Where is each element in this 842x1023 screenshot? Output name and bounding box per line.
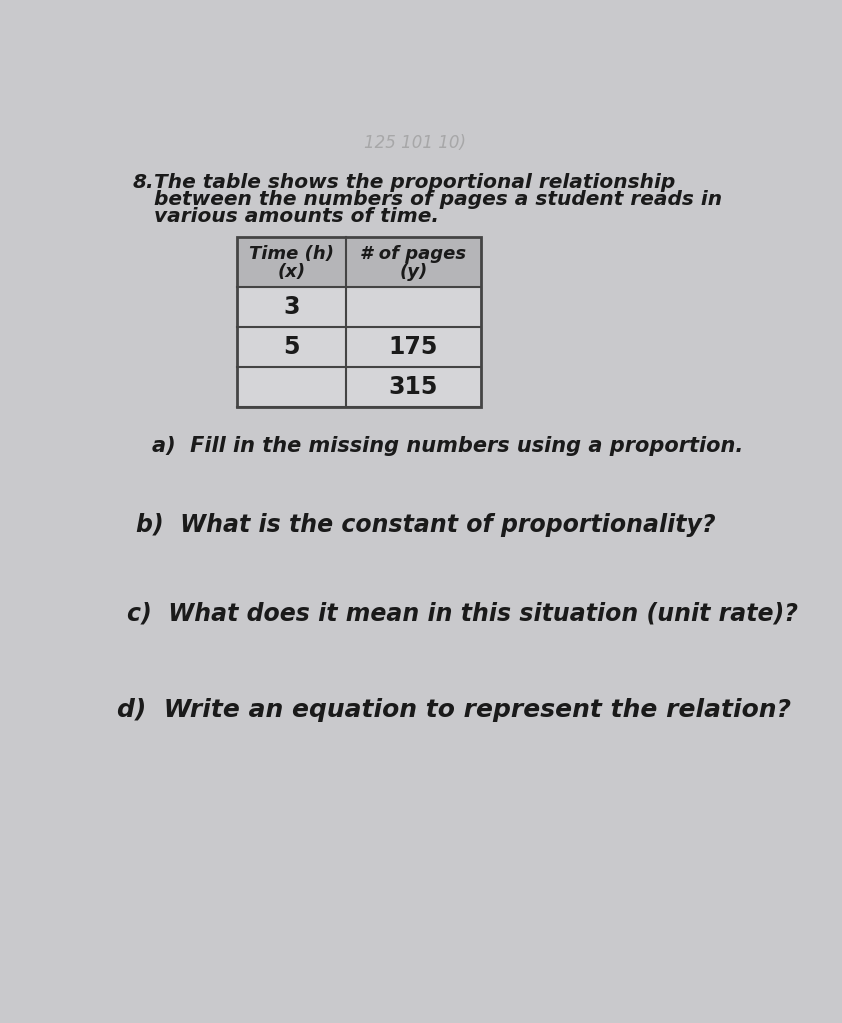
Text: 3: 3	[283, 295, 300, 319]
Text: 125 101 10): 125 101 10)	[365, 134, 466, 152]
Text: 315: 315	[389, 374, 438, 399]
Bar	[237, 236, 481, 407]
Text: (y): (y)	[399, 263, 428, 280]
Text: # of pages: # of pages	[360, 246, 466, 263]
Text: a)  Fill in the missing numbers using a proportion.: a) Fill in the missing numbers using a p…	[152, 436, 743, 456]
Bar	[237, 326, 481, 367]
Text: between the numbers of pages a student reads in: between the numbers of pages a student r…	[154, 189, 722, 209]
Text: 175: 175	[389, 335, 438, 359]
Text: b)  What is the constant of proportionality?: b) What is the constant of proportionali…	[136, 514, 716, 537]
Text: d)  Write an equation to represent the relation?: d) Write an equation to represent the re…	[117, 698, 791, 722]
Text: 5: 5	[283, 335, 300, 359]
Text: (x): (x)	[277, 263, 306, 280]
Text: 8.: 8.	[132, 173, 154, 191]
Text: Time (h): Time (h)	[248, 246, 333, 263]
Bar	[237, 367, 481, 407]
Text: c)  What does it mean in this situation (unit rate)?: c) What does it mean in this situation (…	[127, 602, 798, 626]
Text: various amounts of time.: various amounts of time.	[154, 207, 439, 226]
Bar	[237, 236, 481, 286]
Text: The table shows the proportional relationship: The table shows the proportional relatio…	[154, 173, 675, 191]
Bar	[237, 286, 481, 326]
